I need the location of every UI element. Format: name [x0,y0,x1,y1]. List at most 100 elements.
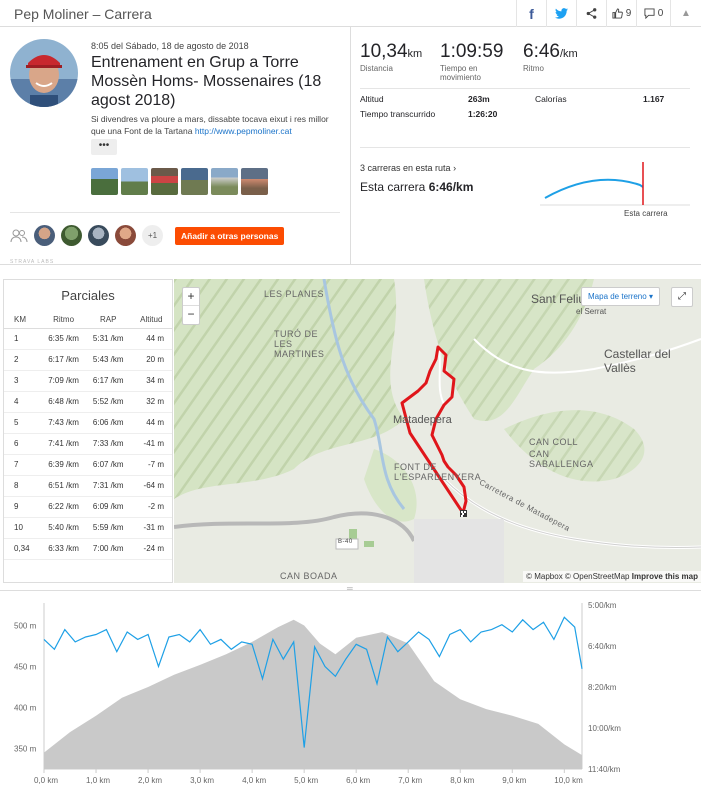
more-button[interactable]: ••• [91,139,117,155]
group-icon [10,229,28,242]
y-tick-label: 350 m [14,745,37,754]
divider [350,27,351,265]
share-icon [586,8,597,19]
twitter-share-button[interactable] [546,0,576,27]
x-tick-label: 5,0 km [294,776,318,785]
route-comparison-chart[interactable]: Esta carrera [540,160,690,223]
this-run-label: Esta carrera [360,180,426,194]
x-tick-label: 7,0 km [398,776,422,785]
y-tick-label: 8:20/km [588,683,617,692]
y-tick-label: 10:00/km [588,724,621,733]
split-row[interactable]: 0,34 6:33 /km 7:00 /km -24 m [4,538,172,560]
splits-header: KM [4,311,42,329]
photo-strip [91,168,268,195]
fullscreen-button[interactable]: ⤢ [671,287,693,307]
elapsed-value: 1:26:20 [468,109,498,119]
splits-header: RAP [85,311,131,329]
zoom-in-button[interactable]: + [183,288,199,306]
split-row[interactable]: 6 7:41 /km 7:33 /km -41 m [4,433,172,455]
athlete-avatar[interactable] [88,225,109,246]
route-map[interactable]: LES PLANES TURÓ DE LES MARTINES CAN SABA… [174,279,701,583]
split-cell: 44 m [130,412,172,434]
group-athletes-row: +1 Añadir a otras personas [10,225,285,246]
photo-thumbnail[interactable] [91,168,118,195]
athlete-avatar[interactable] [10,39,78,107]
split-cell: 5:43 /km [85,349,131,371]
divider [360,147,690,148]
add-others-button[interactable]: Añadir a otras personas [175,226,285,245]
photo-thumbnail[interactable] [181,168,208,195]
photo-thumbnail[interactable] [241,168,268,195]
elevation-value: 263m [468,94,490,104]
x-tick-label: 1,0 km [86,776,110,785]
split-cell: 7:00 /km [85,538,131,560]
map-type-dropdown[interactable]: Mapa de terreno ▾ [581,287,660,306]
split-cell: 6:48 /km [41,391,86,413]
map-town: Matadepera [393,414,452,426]
x-tick-label: 3,0 km [190,776,214,785]
map-label: CAN COLL [529,437,579,447]
comments-button[interactable]: 0 [636,0,670,27]
photo-thumbnail[interactable] [211,168,238,195]
pace-value: 6:46 [523,41,560,62]
map-label: CAN SABALLENGA [529,449,594,469]
split-row[interactable]: 1 6:35 /km 5:31 /km 44 m [4,328,172,350]
splits-header: Altitud [130,311,172,329]
split-row[interactable]: 8 6:51 /km 7:31 /km -64 m [4,475,172,497]
description-link[interactable]: http://www.pepmoliner.cat [194,126,292,136]
resize-handle[interactable]: ═ [347,584,353,593]
athlete-avatar[interactable] [61,225,82,246]
split-cell: 8 [4,475,42,497]
x-tick-label: 0,0 km [34,776,58,785]
improve-map-link[interactable]: Improve this map [631,572,698,581]
split-cell: 6:17 /km [41,349,86,371]
route-line [400,345,468,515]
road-code-label: B-40 [338,539,353,545]
y-tick-label: 400 m [14,704,37,713]
labs-label: STRAVA LABS [10,259,55,265]
split-row[interactable]: 5 7:43 /km 6:06 /km 44 m [4,412,172,434]
split-row[interactable]: 9 6:22 /km 6:09 /km -2 m [4,496,172,518]
zoom-out-button[interactable]: − [187,307,195,321]
extra-athletes-badge[interactable]: +1 [142,225,163,246]
distance-value: 10,34 [360,41,408,62]
split-row[interactable]: 4 6:48 /km 5:52 /km 32 m [4,391,172,413]
split-row[interactable]: 3 7:09 /km 6:17 /km 34 m [4,370,172,392]
stat-moving-time: 1:09:59 Tiempo en movimiento [440,41,510,82]
road-shield [335,538,359,550]
split-row[interactable]: 10 5:40 /km 5:59 /km -31 m [4,517,172,539]
distance-label: Distancia [360,64,393,73]
split-cell: 6:07 /km [85,454,131,476]
splits-panel: Parciales KM Ritmo RAP Altitud 1 6:35 /km… [3,279,173,583]
split-cell: 6:35 /km [41,328,86,350]
comments-count: 0 [657,8,664,19]
elevation-pace-chart[interactable]: 500 m 450 m 400 m 350 m 5:00/km 6:40/km 8:20/k… [0,590,701,800]
x-tick-label: 6,0 km [346,776,370,785]
description-text: Si divendres va ploure a mars, dissabte … [91,114,329,136]
fullscreen-icon: ⤢ [678,291,686,302]
map-type-label: Mapa de terreno [588,292,647,301]
split-cell: -2 m [130,496,172,518]
split-cell: 4 [4,391,42,413]
photo-thumbnail[interactable] [121,168,148,195]
facebook-share-button[interactable]: f [516,0,546,27]
collapse-button[interactable]: ▲ [670,0,701,27]
athlete-avatar[interactable] [34,225,55,246]
split-cell: 6 [4,433,42,455]
athlete-avatar[interactable] [115,225,136,246]
split-cell: -7 m [130,454,172,476]
kudos-button[interactable]: 9 [606,0,636,27]
attribution-text: © Mapbox © OpenStreetMap [526,572,630,581]
split-cell: 2 [4,349,42,371]
split-cell: -24 m [130,538,172,560]
split-row[interactable]: 2 6:17 /km 5:43 /km 20 m [4,349,172,371]
photo-thumbnail[interactable] [151,168,178,195]
pace-unit: /km [559,48,578,60]
chevron-right-icon: › [453,163,457,173]
split-cell: 6:22 /km [41,496,86,518]
share-button[interactable] [576,0,606,27]
split-cell: 3 [4,370,42,392]
split-row[interactable]: 7 6:39 /km 6:07 /km -7 m [4,454,172,476]
runs-on-route-link[interactable]: 3 carreras en esta ruta › [360,163,456,173]
map-label: TURÓ DE LES MARTINES [274,329,325,359]
